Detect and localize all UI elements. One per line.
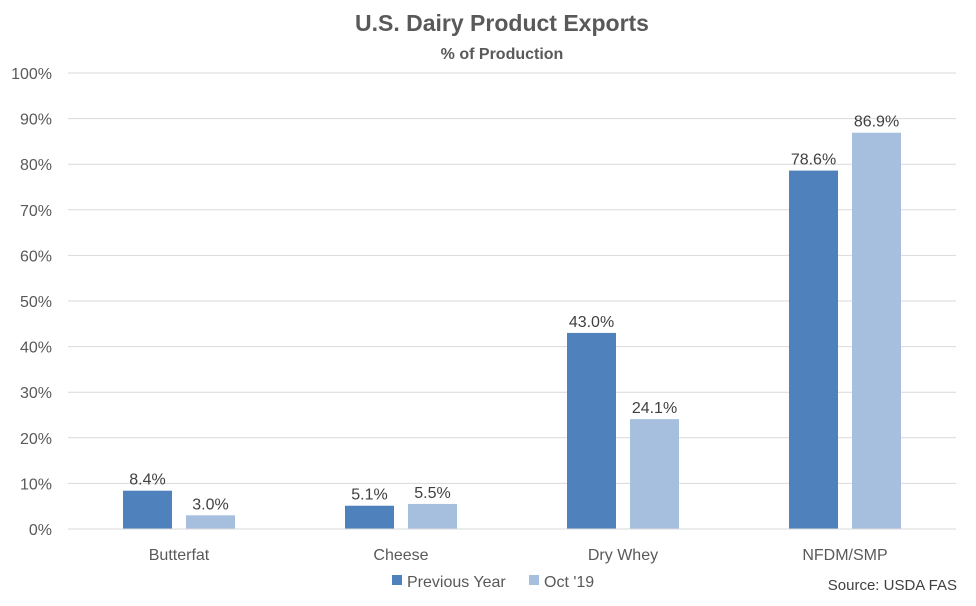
bars: [123, 132, 901, 530]
data-label: 5.1%: [351, 487, 387, 504]
y-tick-label: 90%: [20, 112, 52, 129]
y-tick-label: 30%: [20, 385, 52, 402]
y-tick-label: 40%: [20, 340, 52, 357]
data-labels: 8.4% 3.0% 5.1% 5.5% 43.0% 24.1% 78.6% 86.9%: [129, 114, 899, 514]
x-tick-label: NFDM/SMP: [802, 547, 887, 564]
data-label: 86.9%: [854, 114, 899, 131]
x-tick-label: Cheese: [373, 547, 428, 564]
x-tick-label: Butterfat: [149, 547, 210, 564]
data-label: 78.6%: [791, 152, 836, 169]
bar-dry-whey-0: [567, 332, 616, 529]
x-axis: Butterfat Cheese Dry Whey NFDM/SMP: [68, 528, 956, 564]
y-tick-label: 0%: [29, 522, 52, 539]
legend: Previous Year Oct '19: [392, 574, 594, 591]
bar-nfdm-smp-0: [789, 170, 838, 530]
bar-butterfat-0: [123, 490, 172, 529]
y-tick-label: 10%: [20, 476, 52, 493]
bar-butterfat-1: [186, 515, 235, 529]
gridlines: [68, 72, 956, 530]
x-tick-label: Dry Whey: [588, 547, 658, 564]
legend-swatch: [529, 575, 539, 585]
bar-nfdm-smp-1: [852, 132, 901, 529]
y-tick-label: 100%: [11, 66, 52, 83]
y-tick-label: 50%: [20, 294, 52, 311]
y-tick-label: 70%: [20, 203, 52, 220]
data-label: 5.5%: [414, 485, 450, 502]
bar-cheese-0: [345, 505, 394, 529]
data-label: 24.1%: [632, 400, 677, 417]
y-tick-label: 80%: [20, 157, 52, 174]
y-tick-label: 60%: [20, 248, 52, 265]
bar-dry-whey-1: [630, 419, 679, 529]
legend-label: Previous Year: [407, 574, 506, 591]
legend-swatch: [392, 575, 402, 585]
y-axis: 0% 10% 20% 30% 40% 50% 60% 70% 80% 90% 100%: [11, 66, 52, 539]
y-tick-label: 20%: [20, 431, 52, 448]
data-label: 3.0%: [192, 496, 228, 513]
source-note: Source: USDA FAS: [828, 577, 957, 594]
chart-subtitle: % of Production: [441, 46, 564, 63]
data-label: 8.4%: [129, 472, 165, 489]
bar-cheese-1: [408, 503, 457, 529]
legend-label: Oct '19: [544, 574, 594, 591]
chart-title: U.S. Dairy Product Exports: [355, 10, 649, 36]
data-label: 43.0%: [569, 314, 614, 331]
